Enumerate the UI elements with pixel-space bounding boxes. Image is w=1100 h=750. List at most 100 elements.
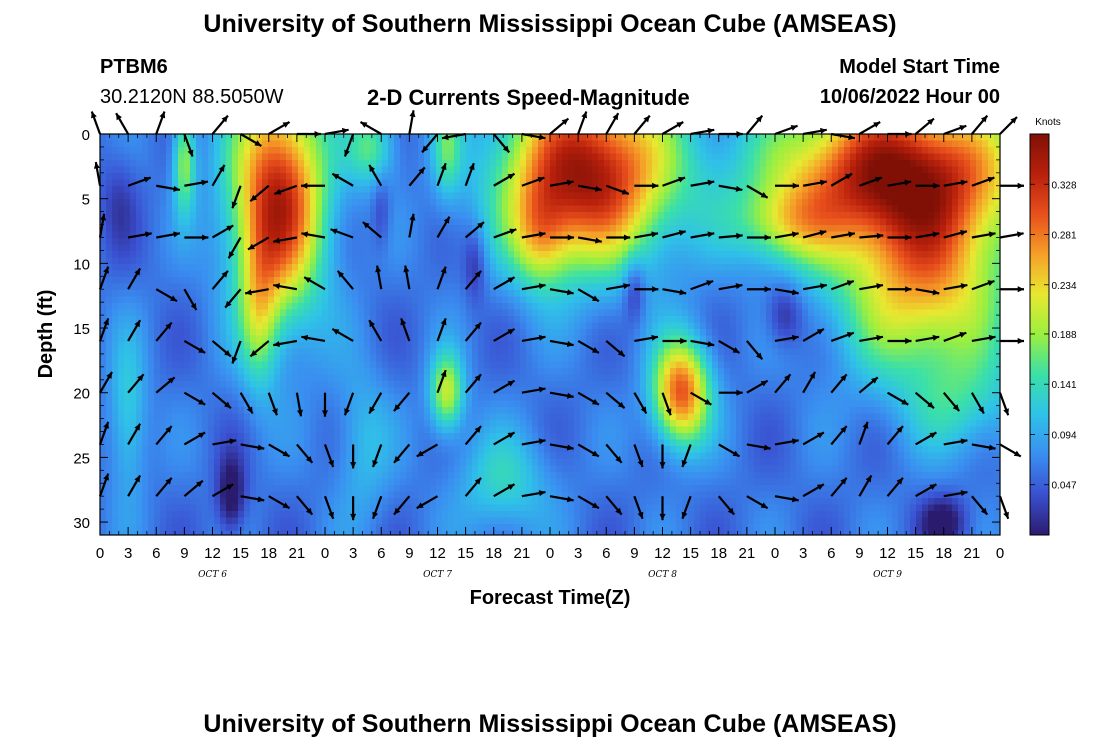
heat-cell — [190, 225, 197, 233]
heat-cell — [190, 251, 197, 259]
heat-cell — [268, 342, 275, 350]
heat-cell — [262, 244, 269, 252]
heat-cell — [154, 413, 161, 421]
heat-cell — [424, 283, 431, 291]
heat-cell — [568, 439, 575, 447]
heat-cell — [220, 303, 227, 311]
heat-cell — [346, 498, 353, 506]
heat-cell — [280, 355, 287, 363]
heat-cell — [328, 433, 335, 441]
heat-cell — [298, 212, 305, 220]
heat-cell — [496, 322, 503, 330]
heat-cell — [154, 407, 161, 415]
heat-cell — [160, 316, 167, 324]
heat-cell — [508, 413, 515, 421]
heat-cell — [262, 433, 269, 441]
heat-cell — [550, 472, 557, 480]
heat-cell — [262, 426, 269, 434]
heat-cell — [526, 348, 533, 356]
heat-cell — [136, 251, 143, 259]
heat-cell — [556, 322, 563, 330]
heat-cell — [274, 394, 281, 402]
heat-cell — [526, 134, 533, 142]
heat-cell — [478, 355, 485, 363]
heat-cell — [556, 387, 563, 395]
heat-cell — [268, 413, 275, 421]
heat-cell — [448, 283, 455, 291]
heat-cell — [358, 452, 365, 460]
heat-cell — [214, 407, 221, 415]
heat-cell — [280, 530, 287, 535]
heat-cell — [292, 225, 299, 233]
heat-cell — [424, 342, 431, 350]
heat-cell — [382, 459, 389, 467]
heat-cell — [400, 368, 407, 376]
heat-cell — [364, 277, 371, 285]
heat-cell — [340, 413, 347, 421]
heat-cell — [142, 218, 149, 226]
heat-cell — [580, 283, 587, 291]
heat-cell — [358, 504, 365, 512]
heat-cell — [364, 303, 371, 311]
heat-cell — [424, 179, 431, 187]
heat-cell — [454, 140, 461, 148]
heat-cell — [436, 413, 443, 421]
heat-cell — [226, 147, 233, 155]
heat-cell — [544, 166, 551, 174]
heat-cell — [112, 218, 119, 226]
heat-cell — [322, 322, 329, 330]
heat-cell — [298, 231, 305, 239]
heat-cell — [232, 420, 239, 428]
heat-cell — [232, 134, 239, 142]
heat-cell — [100, 400, 107, 408]
heat-cell — [220, 316, 227, 324]
heat-cell — [370, 394, 377, 402]
heat-cell — [556, 478, 563, 486]
heat-cell — [250, 439, 257, 447]
heat-cell — [478, 160, 485, 168]
heat-cell — [286, 426, 293, 434]
heat-cell — [442, 199, 449, 207]
heat-cell — [130, 465, 137, 473]
heat-cell — [568, 153, 575, 161]
heat-cell — [400, 394, 407, 402]
heat-cell — [472, 205, 479, 213]
heat-cell — [418, 504, 425, 512]
heat-cell — [358, 472, 365, 480]
heat-cell — [478, 361, 485, 369]
heat-cell — [154, 465, 161, 473]
heat-cell — [376, 361, 383, 369]
heat-cell — [172, 439, 179, 447]
heat-cell — [256, 374, 263, 382]
heat-cell — [418, 517, 425, 525]
heat-cell — [358, 446, 365, 454]
heat-cell — [538, 394, 545, 402]
heat-cell — [340, 257, 347, 265]
heat-cell — [472, 498, 479, 506]
heat-cell — [436, 459, 443, 467]
heat-cell — [370, 361, 377, 369]
heat-cell — [532, 511, 539, 519]
heat-cell — [466, 329, 473, 337]
heat-cell — [538, 303, 545, 311]
heat-cell — [460, 387, 467, 395]
heat-cell — [502, 153, 509, 161]
heat-cell — [412, 407, 419, 415]
heat-cell — [190, 277, 197, 285]
heat-cell — [382, 264, 389, 272]
heat-cell — [460, 472, 467, 480]
heat-cell — [424, 335, 431, 343]
heat-cell — [160, 465, 167, 473]
heat-cell — [106, 491, 113, 499]
heat-cell — [388, 225, 395, 233]
heat-cell — [490, 446, 497, 454]
heat-cell — [100, 498, 107, 506]
heat-cell — [166, 348, 173, 356]
heat-cell — [190, 290, 197, 298]
heat-cell — [574, 160, 581, 168]
heat-cell — [280, 238, 287, 246]
heat-cell — [406, 270, 413, 278]
heat-cell — [286, 433, 293, 441]
heat-cell — [124, 407, 131, 415]
heat-cell — [460, 251, 467, 259]
